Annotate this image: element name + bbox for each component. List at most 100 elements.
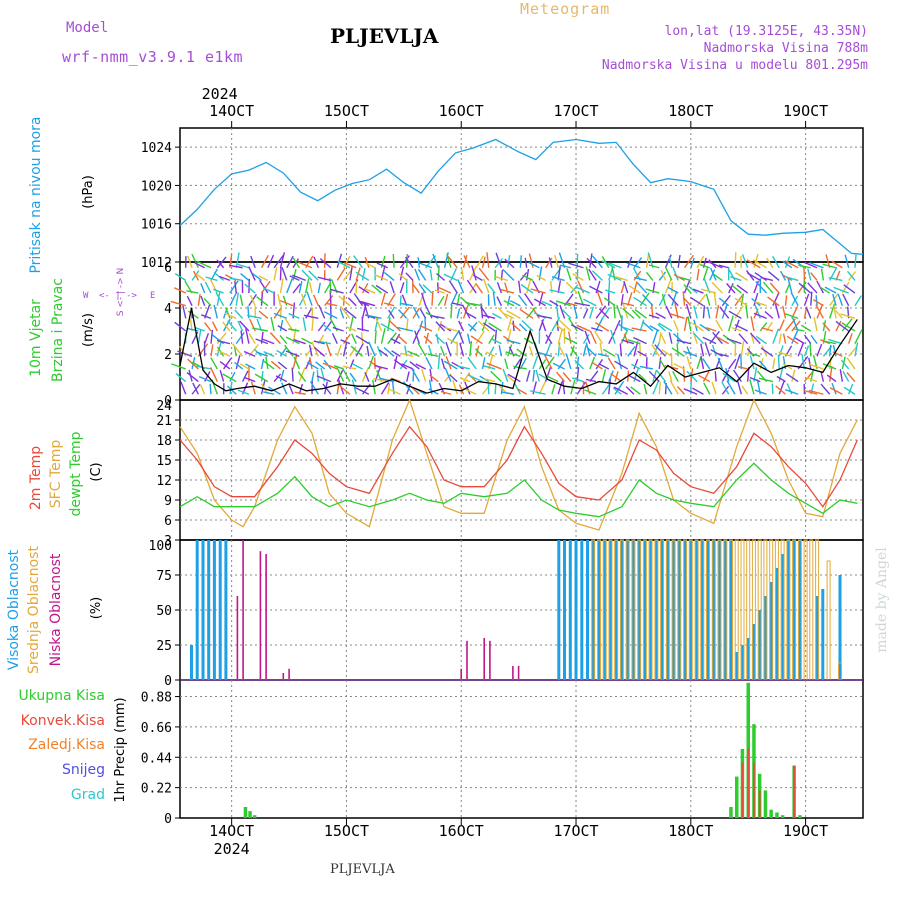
wind-barb xyxy=(804,261,818,269)
wind-barb xyxy=(407,350,420,357)
ytick-label-2-6: 21 xyxy=(156,414,172,429)
wind-barb xyxy=(686,346,692,357)
wind-barb xyxy=(574,302,590,307)
wind-barb xyxy=(549,289,565,294)
wind-barb xyxy=(810,272,818,281)
wind-barb xyxy=(483,322,496,332)
bottom-time-label-3: 17OCT xyxy=(553,822,598,840)
wind-barb xyxy=(664,254,672,269)
wind-barb xyxy=(658,356,662,370)
wind-barb xyxy=(305,278,310,294)
wind-barb xyxy=(360,300,376,307)
t2m-line xyxy=(179,425,858,508)
wind-barb xyxy=(464,311,477,319)
wind-barb xyxy=(498,344,503,357)
wind-barb xyxy=(535,369,540,382)
precip-bar-0 xyxy=(248,811,252,818)
wind-barb xyxy=(715,319,723,332)
cloud-bar-0 xyxy=(195,540,199,680)
wind-barb xyxy=(401,363,414,370)
wind-barb xyxy=(854,253,857,268)
wind-barb xyxy=(572,273,584,281)
wind-barb xyxy=(440,345,446,357)
wind-barb xyxy=(639,365,654,370)
wind-barb xyxy=(312,294,319,306)
wind-barb xyxy=(584,330,591,344)
wind-barb xyxy=(186,372,199,383)
wind-barb xyxy=(718,264,729,269)
wind-barb xyxy=(234,309,244,319)
wind-barb xyxy=(839,369,844,382)
wind-barb xyxy=(631,327,647,332)
wind-barb xyxy=(349,346,357,357)
wind-barb xyxy=(305,358,312,370)
precip-bar-0 xyxy=(735,776,739,818)
wind-barb xyxy=(791,369,796,382)
wind-barb xyxy=(234,280,237,294)
top-time-label-0: 14OCT xyxy=(209,102,254,120)
wind-barb xyxy=(784,313,799,320)
cloud-bar-0 xyxy=(201,540,205,680)
wind-barb xyxy=(247,306,250,319)
compass-west: W xyxy=(83,291,89,301)
wind-barb xyxy=(388,319,401,332)
wind-barb xyxy=(772,292,780,306)
wind-barb xyxy=(251,272,262,281)
wind-barb xyxy=(474,348,483,357)
wind-barb xyxy=(288,384,294,395)
wind-barb xyxy=(721,303,728,319)
wind-barb xyxy=(213,288,224,294)
wind-barb xyxy=(186,255,193,268)
precip-legend-4: Grad xyxy=(71,787,105,803)
wind-barb xyxy=(405,272,414,281)
wind-barb xyxy=(504,358,509,370)
wind-barb xyxy=(373,377,388,383)
wind-barb xyxy=(444,326,458,332)
top-year-label: 2024 xyxy=(202,85,238,103)
wind-barb xyxy=(749,352,761,357)
wind-barb xyxy=(525,278,532,294)
wind-barb xyxy=(601,307,611,319)
wind-barb xyxy=(614,371,619,382)
cloud-bar-0 xyxy=(763,596,767,680)
wind-barb xyxy=(313,340,325,345)
wind-barb xyxy=(501,391,515,395)
wind-barb xyxy=(791,295,799,307)
wind-barb xyxy=(448,280,458,294)
wind-barb xyxy=(353,293,364,307)
precip-legend-2: Zaledj.Kisa xyxy=(28,737,105,753)
wind-barb xyxy=(487,283,496,294)
wind-barb xyxy=(303,314,319,320)
ytick-label-2-7: 24 xyxy=(156,399,172,414)
cloud-bar-0 xyxy=(695,540,699,680)
cloud-bar-0 xyxy=(568,540,572,680)
wind-barb xyxy=(522,274,534,282)
wind-barb xyxy=(445,356,452,370)
wind-barb xyxy=(309,381,319,395)
cloud-bar-2 xyxy=(483,638,485,680)
ytick-label-0-3: 1024 xyxy=(141,141,172,156)
wind-barb xyxy=(459,342,465,357)
cloud-bar-2 xyxy=(517,666,520,680)
wind-barb xyxy=(528,345,534,357)
wind-barb xyxy=(591,270,603,281)
wind-barb xyxy=(457,279,465,294)
wind-barb xyxy=(769,282,780,294)
wind-barb xyxy=(427,353,439,357)
wind-barb xyxy=(541,319,547,332)
wind-barb xyxy=(652,379,660,395)
wind-barb xyxy=(519,255,522,268)
wind-barb xyxy=(249,294,256,306)
wind-barb xyxy=(507,373,521,383)
wind-barb xyxy=(228,264,243,269)
wind-barb xyxy=(718,297,730,307)
top-time-label-3: 17OCT xyxy=(553,102,598,120)
wind-barb xyxy=(355,335,370,345)
wind-barb xyxy=(551,384,556,395)
wind-barb xyxy=(286,278,293,294)
wind-barb xyxy=(311,341,319,357)
wind-barb xyxy=(566,268,572,281)
wind-barb xyxy=(530,390,546,395)
wind-barb xyxy=(630,386,641,395)
